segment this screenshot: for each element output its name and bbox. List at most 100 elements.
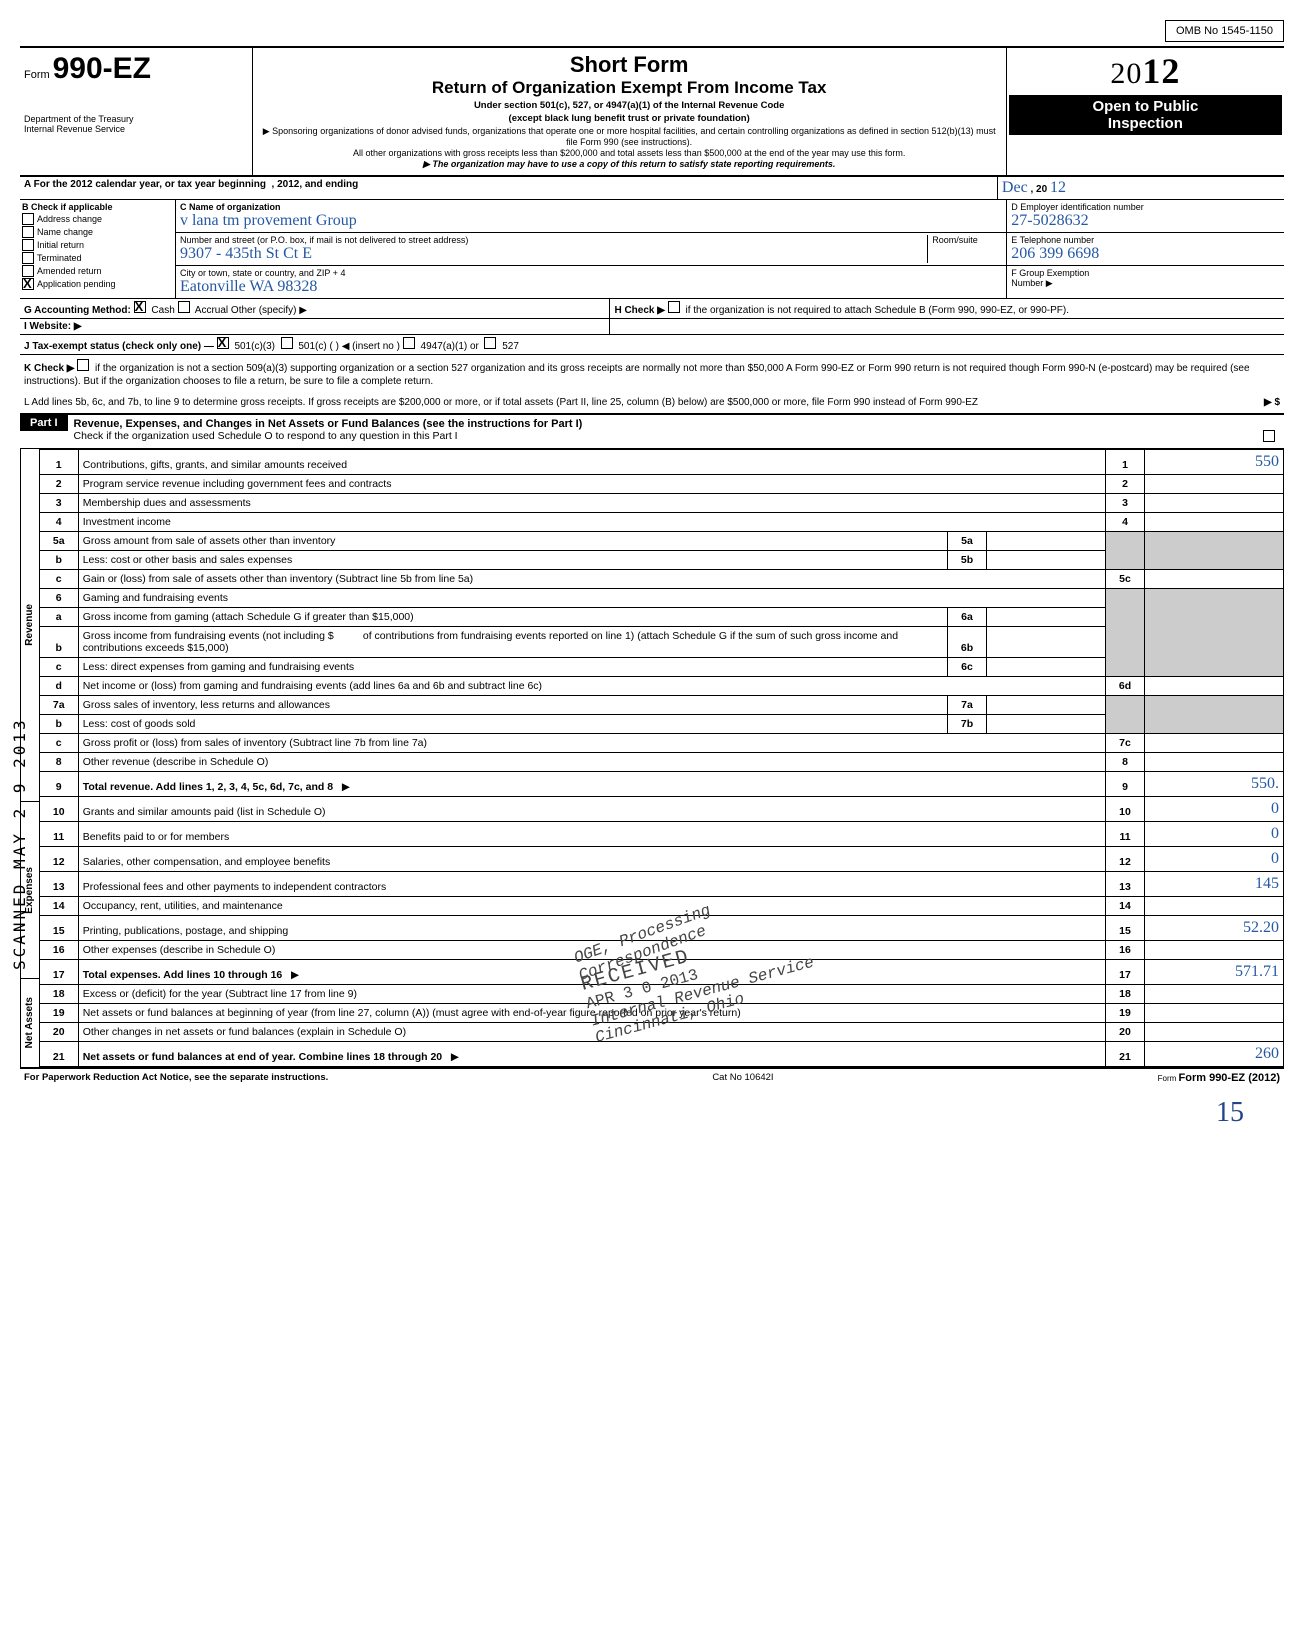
row-l: L Add lines 5b, 6c, and 7b, to line 9 to… bbox=[20, 392, 1284, 414]
d-ein-label: D Employer identification number bbox=[1011, 202, 1144, 212]
e-phone-label: E Telephone number bbox=[1011, 235, 1094, 245]
c-name-label: C Name of organization bbox=[180, 202, 281, 212]
cb-schedule-o-part1[interactable] bbox=[1263, 430, 1275, 442]
cb-initial-return[interactable] bbox=[22, 239, 34, 251]
line-4: 4Investment income4 bbox=[40, 513, 1284, 532]
footer-catno: Cat No 10642I bbox=[712, 1072, 773, 1084]
row-a-tax-year: A For the 2012 calendar year, or tax yea… bbox=[20, 177, 1284, 200]
line-8: 8Other revenue (describe in Schedule O)8 bbox=[40, 753, 1284, 772]
line-19: 19Net assets or fund balances at beginni… bbox=[40, 1004, 1284, 1023]
badge-open-public: Open to PublicInspection bbox=[1009, 95, 1282, 135]
side-net-assets: Net Assets bbox=[24, 997, 35, 1048]
form-header: Form 990-EZ Department of the Treasury I… bbox=[20, 46, 1284, 177]
cb-terminated[interactable] bbox=[22, 252, 34, 264]
cb-accrual[interactable] bbox=[178, 301, 190, 313]
line-7c: cGross profit or (loss) from sales of in… bbox=[40, 734, 1284, 753]
c-city-label: City or town, state or country, and ZIP … bbox=[180, 268, 346, 278]
line-6c: cLess: direct expenses from gaming and f… bbox=[40, 658, 1284, 677]
side-revenue: Revenue bbox=[24, 604, 35, 646]
line-6a: aGross income from gaming (attach Schedu… bbox=[40, 608, 1284, 627]
scanned-stamp: SCANNED MAY 2 9 2013 bbox=[10, 717, 29, 970]
omb-number: OMB No 1545-1150 bbox=[1165, 20, 1284, 42]
row-a-mid-label: , 2012, and ending bbox=[272, 179, 359, 190]
form-label: Form bbox=[24, 69, 50, 81]
cb-4947[interactable] bbox=[403, 337, 415, 349]
row-a-begin-label: A For the 2012 calendar year, or tax yea… bbox=[24, 179, 266, 190]
note-other-orgs: All other organizations with gross recei… bbox=[257, 148, 1002, 158]
cb-name-change[interactable] bbox=[22, 226, 34, 238]
footer-paperwork: For Paperwork Reduction Act Notice, see … bbox=[24, 1072, 328, 1084]
footer: For Paperwork Reduction Act Notice, see … bbox=[20, 1067, 1284, 1087]
cb-application-pending[interactable] bbox=[22, 278, 34, 290]
subtitle-code: Under section 501(c), 527, or 4947(a)(1)… bbox=[257, 100, 1002, 111]
g-label: G Accounting Method: bbox=[24, 305, 131, 316]
line-5b: bLess: cost or other basis and sales exp… bbox=[40, 551, 1284, 570]
line-18: 18Excess or (deficit) for the year (Subt… bbox=[40, 985, 1284, 1004]
footer-formno: Form Form 990-EZ (2012) bbox=[1158, 1072, 1280, 1084]
line-13: 13Professional fees and other payments t… bbox=[40, 872, 1284, 897]
g-other-label: Other (specify) ▶ bbox=[231, 305, 307, 316]
page-number-handwritten: 15 bbox=[20, 1087, 1284, 1129]
title-short-form: Short Form bbox=[257, 52, 1002, 78]
subtitle-except: (except black lung benefit trust or priv… bbox=[257, 113, 1002, 124]
line-16: 16Other expenses (describe in Schedule O… bbox=[40, 941, 1284, 960]
part-i-check-text: Check if the organization used Schedule … bbox=[74, 430, 458, 442]
line-20: 20Other changes in net assets or fund ba… bbox=[40, 1023, 1284, 1042]
h-text: if the organization is not required to a… bbox=[685, 305, 1069, 316]
line-2: 2Program service revenue including gover… bbox=[40, 475, 1284, 494]
tax-year: 2012 bbox=[1009, 50, 1282, 92]
h-label: H Check ▶ bbox=[614, 305, 664, 316]
note-sponsoring: ▶ Sponsoring organizations of donor advi… bbox=[257, 126, 1002, 147]
side-expenses: Expenses bbox=[24, 867, 35, 914]
f-group-label: F Group Exemption bbox=[1011, 268, 1089, 278]
cb-501c3[interactable] bbox=[217, 337, 229, 349]
title-return: Return of Organization Exempt From Incom… bbox=[257, 78, 1002, 98]
part-i-title: Revenue, Expenses, and Changes in Net As… bbox=[74, 418, 583, 430]
cb-527[interactable] bbox=[484, 337, 496, 349]
line-21: 21Net assets or fund balances at end of … bbox=[40, 1042, 1284, 1067]
cb-cash[interactable] bbox=[134, 301, 146, 313]
row-a-end-value: Dec bbox=[1002, 179, 1028, 197]
c-addr-value: 9307 - 435th St Ct E bbox=[180, 245, 312, 263]
cb-address-change[interactable] bbox=[22, 213, 34, 225]
line-12: 12Salaries, other compensation, and empl… bbox=[40, 847, 1284, 872]
line-6d: dNet income or (loss) from gaming and fu… bbox=[40, 677, 1284, 696]
line-7b: bLess: cost of goods sold7b bbox=[40, 715, 1284, 734]
line-6: 6Gaming and fundraising events bbox=[40, 589, 1284, 608]
line-9: 9Total revenue. Add lines 1, 2, 3, 4, 5c… bbox=[40, 772, 1284, 797]
form-number: 990-EZ bbox=[53, 52, 151, 85]
line-6b: bGross income from fundraising events (n… bbox=[40, 627, 1284, 658]
line-1: 1Contributions, gifts, grants, and simil… bbox=[40, 450, 1284, 475]
line-5a: 5aGross amount from sale of assets other… bbox=[40, 532, 1284, 551]
line-14: 14Occupancy, rent, utilities, and mainte… bbox=[40, 897, 1284, 916]
line-5c: cGain or (loss) from sale of assets othe… bbox=[40, 570, 1284, 589]
c-city-value: Eatonville WA 98328 bbox=[180, 278, 317, 296]
agency-irs: Internal Revenue Service bbox=[24, 124, 248, 134]
line-17: 17Total expenses. Add lines 10 through 1… bbox=[40, 960, 1284, 985]
line-7a: 7aGross sales of inventory, less returns… bbox=[40, 696, 1284, 715]
cb-501c[interactable] bbox=[281, 337, 293, 349]
note-state: ▶ The organization may have to use a cop… bbox=[257, 159, 1002, 170]
part-i-header: Part I Revenue, Expenses, and Changes in… bbox=[20, 414, 1284, 449]
row-j: J Tax-exempt status (check only one) — 5… bbox=[20, 335, 1284, 355]
cb-k[interactable] bbox=[77, 359, 89, 371]
i-website-label: I Website: ▶ bbox=[24, 321, 82, 332]
c-addr-label: Number and street (or P.O. box, if mail … bbox=[180, 235, 468, 245]
c-room-label: Room/suite bbox=[932, 235, 978, 245]
c-name-value: v lana tm provement Group bbox=[180, 212, 357, 230]
check-if-label: B Check if applicable bbox=[22, 202, 173, 212]
row-k: K Check ▶ if the organization is not a s… bbox=[20, 355, 1284, 392]
line-11: 11Benefits paid to or for members110 bbox=[40, 822, 1284, 847]
part-i-label: Part I bbox=[20, 415, 68, 431]
section-bcdef: B Check if applicable Address change Nam… bbox=[20, 200, 1284, 299]
line-10: 10Grants and similar amounts paid (list … bbox=[40, 797, 1284, 822]
j-label: J Tax-exempt status (check only one) — bbox=[24, 341, 214, 352]
agency-treasury: Department of the Treasury bbox=[24, 114, 248, 124]
line-15: 15Printing, publications, postage, and s… bbox=[40, 916, 1284, 941]
row-a-end-label: , 20 bbox=[1030, 184, 1047, 195]
e-phone-value: 206 399 6698 bbox=[1011, 245, 1099, 263]
line-3: 3Membership dues and assessments3 bbox=[40, 494, 1284, 513]
f-group-label2: Number ▶ bbox=[1011, 278, 1052, 288]
main-table: 1Contributions, gifts, grants, and simil… bbox=[40, 449, 1284, 1067]
cb-schedule-b[interactable] bbox=[668, 301, 680, 313]
